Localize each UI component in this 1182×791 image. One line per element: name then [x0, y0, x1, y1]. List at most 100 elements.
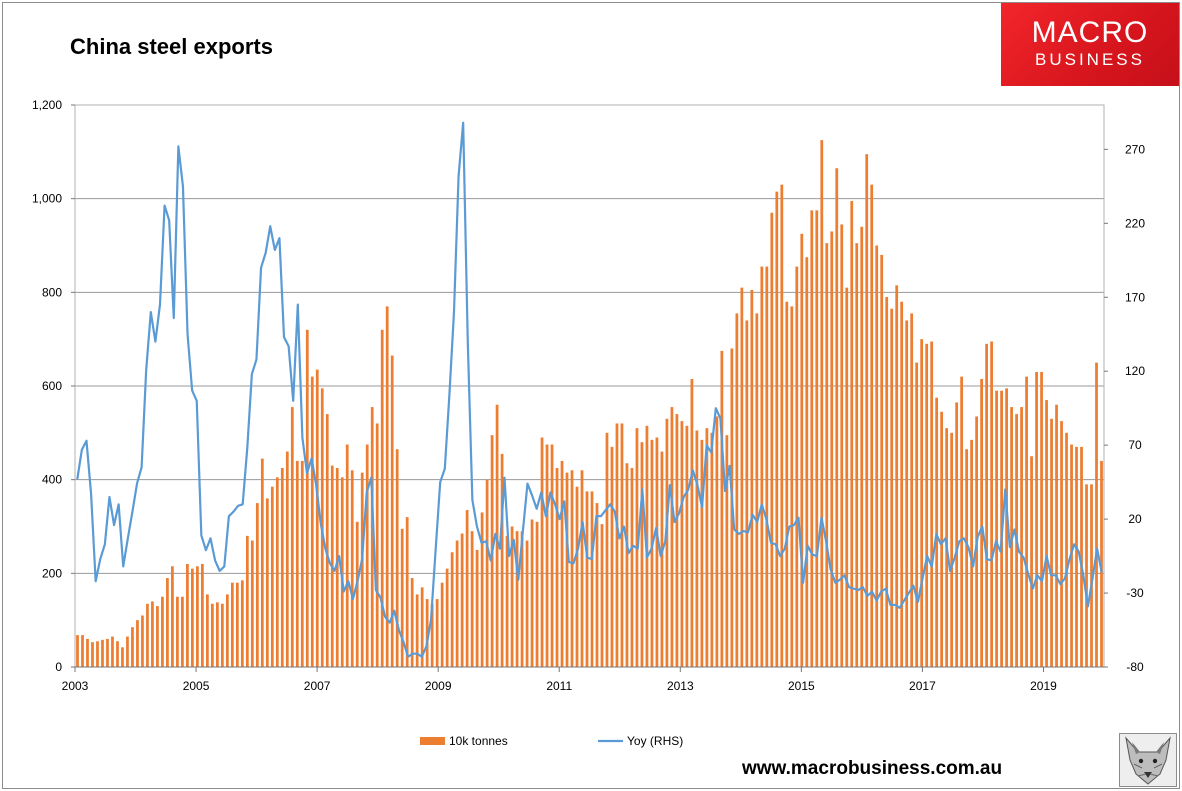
bar	[810, 210, 814, 668]
line-point	[269, 225, 271, 227]
left-axis-tick-label: 400	[42, 473, 62, 487]
line-point	[853, 588, 855, 590]
line-point	[1096, 548, 1098, 550]
bar	[855, 243, 859, 667]
bar	[910, 313, 914, 667]
line-point	[513, 539, 515, 541]
bar	[355, 521, 359, 667]
line-point	[954, 556, 956, 559]
bar	[1055, 404, 1058, 667]
bar	[915, 362, 919, 667]
line-point	[536, 508, 538, 510]
line-point	[306, 472, 308, 474]
bar	[885, 297, 889, 667]
bar	[515, 531, 519, 667]
line-point	[834, 582, 836, 584]
bar	[740, 287, 744, 667]
line-point	[977, 536, 979, 538]
bar	[530, 519, 534, 667]
chart-title: China steel exports	[70, 34, 273, 59]
x-axis-tick-label: 2003	[62, 679, 89, 693]
line-point	[191, 389, 193, 392]
footer-url[interactable]: www.macrobusiness.com.au	[742, 758, 1003, 779]
bar	[1045, 400, 1048, 667]
bar	[505, 535, 509, 667]
line-point	[802, 582, 804, 584]
line-point	[609, 503, 611, 505]
bar	[935, 397, 939, 667]
line-point	[591, 558, 593, 560]
x-axis-tick-label: 2007	[304, 679, 331, 693]
bar	[830, 231, 834, 667]
bar	[1075, 446, 1078, 667]
bar	[765, 266, 769, 667]
line-point	[255, 358, 258, 360]
line-point	[545, 515, 547, 517]
line-point	[108, 496, 111, 498]
bar	[390, 355, 394, 667]
bar	[430, 603, 434, 667]
bar	[101, 639, 104, 667]
bar	[136, 620, 139, 667]
right-axis-tick-label: 170	[1125, 290, 1145, 304]
line-point	[664, 540, 666, 542]
line-point	[738, 533, 740, 535]
bar	[625, 463, 629, 667]
bar	[111, 636, 114, 667]
line-point	[444, 468, 446, 470]
line-point	[480, 542, 483, 544]
line-point	[425, 645, 428, 647]
bar	[850, 201, 854, 667]
line-point	[627, 552, 630, 554]
bar	[161, 596, 164, 667]
line-point	[779, 555, 781, 557]
line-point	[820, 517, 823, 519]
bar	[755, 313, 759, 667]
bar	[690, 378, 694, 667]
bar	[525, 540, 529, 667]
bar	[575, 486, 579, 667]
bar	[240, 580, 244, 667]
bar	[805, 257, 809, 667]
bar	[235, 582, 239, 667]
line-point	[366, 491, 368, 494]
line-point	[131, 511, 134, 513]
legend-label-line: Yoy (RHS)	[627, 734, 683, 748]
line-point	[963, 537, 965, 539]
line-point	[251, 373, 253, 375]
line-point	[347, 580, 349, 582]
line-point	[301, 437, 303, 439]
bar	[950, 432, 954, 667]
bar	[176, 596, 179, 667]
bar	[146, 603, 149, 667]
bar	[405, 517, 409, 667]
line-point	[986, 558, 988, 560]
line-point	[917, 601, 919, 603]
line-point	[435, 549, 437, 551]
bar	[610, 446, 614, 667]
line-point	[866, 595, 869, 597]
bar	[795, 266, 799, 667]
line-point	[1045, 555, 1048, 557]
bar	[890, 308, 894, 667]
line-point	[540, 491, 542, 494]
line-point	[1023, 556, 1025, 559]
line-point	[747, 531, 749, 534]
line-point	[563, 500, 565, 502]
bar	[695, 430, 699, 667]
line-point	[618, 537, 620, 539]
bar	[1020, 407, 1023, 667]
line-point	[448, 394, 450, 396]
line-point	[958, 540, 960, 542]
line-point	[127, 537, 129, 539]
line-point	[412, 653, 414, 655]
logo-line-1: MACRO	[1031, 16, 1149, 49]
bar	[335, 467, 339, 667]
line-point	[430, 619, 432, 621]
bar	[775, 191, 779, 667]
bar	[865, 154, 869, 667]
line-point	[604, 509, 607, 511]
line-point	[990, 559, 993, 562]
bar	[480, 512, 484, 667]
bar	[770, 212, 774, 667]
